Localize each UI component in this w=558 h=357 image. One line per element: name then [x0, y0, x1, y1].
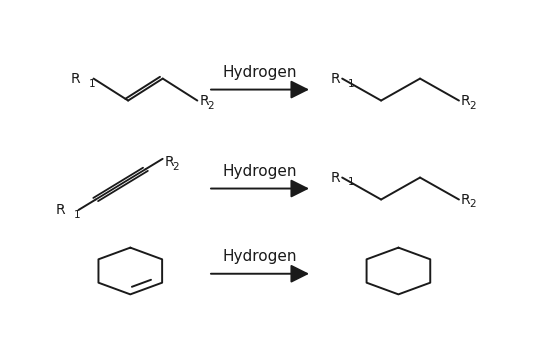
Text: R: R	[330, 171, 340, 185]
Text: R: R	[165, 155, 175, 169]
Text: R: R	[71, 71, 80, 86]
Text: 1: 1	[348, 79, 354, 89]
Text: R: R	[200, 94, 209, 107]
Text: Hydrogen: Hydrogen	[223, 249, 297, 264]
Text: 1: 1	[348, 177, 354, 187]
Text: Hydrogen: Hydrogen	[223, 65, 297, 80]
Text: R: R	[461, 192, 471, 207]
Text: 2: 2	[172, 161, 179, 171]
Text: 2: 2	[207, 101, 214, 111]
Text: Hydrogen: Hydrogen	[223, 164, 297, 179]
Text: 1: 1	[73, 210, 80, 220]
Text: R: R	[330, 71, 340, 86]
Text: R: R	[56, 203, 65, 217]
Text: 2: 2	[469, 101, 475, 111]
Text: 1: 1	[88, 79, 95, 89]
Text: R: R	[461, 94, 471, 107]
Text: 2: 2	[469, 200, 475, 210]
